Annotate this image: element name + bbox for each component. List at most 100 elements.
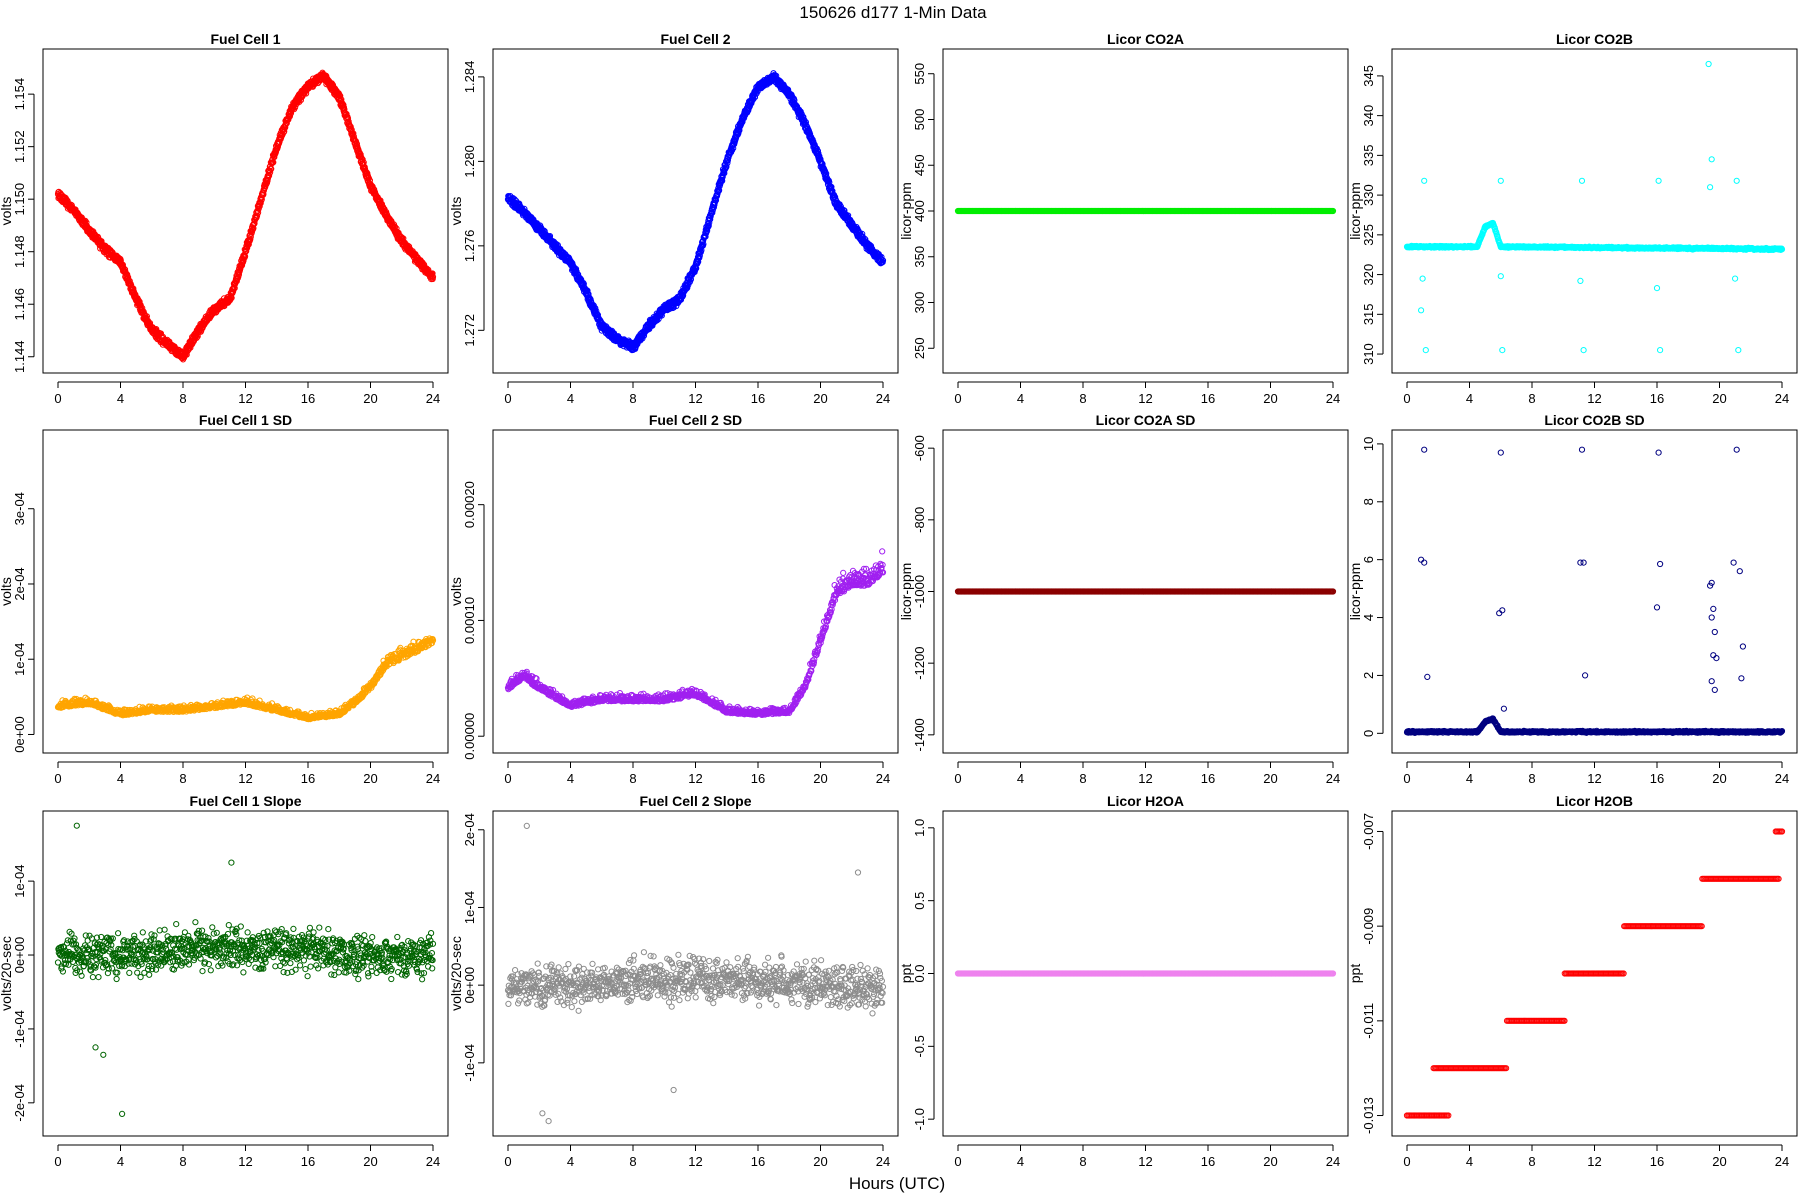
chart0-point — [83, 219, 90, 226]
panel-0: Fuel Cell 10 4 8 12 16 20 241.1441.1461.1481.1… — [0, 31, 449, 406]
chart0-point — [237, 265, 244, 272]
panel-title: Fuel Cell 1 — [210, 31, 280, 47]
chart0-point — [256, 203, 263, 210]
x-tick-label: 0 — [54, 391, 61, 406]
y-tick-label: 320 — [1361, 264, 1376, 286]
y-tick-label: 1.148 — [12, 235, 27, 268]
panel-4: Fuel Cell 1 SD0 4 8 12 16 20 240e+001e-042e-04… — [0, 412, 449, 786]
chart3-outlier — [1735, 347, 1742, 354]
chart3-outlier — [1497, 273, 1504, 280]
x-tick-label: 20 — [813, 391, 827, 406]
x-tick-label: 0 — [1403, 391, 1410, 406]
y-tick-label: 330 — [1361, 184, 1376, 206]
x-tick-label: 24 — [426, 391, 440, 406]
x-axis: 0 4 8 12 16 20 24 — [504, 381, 890, 406]
x-axis: 0 4 8 12 16 20 24 — [954, 381, 1340, 406]
chart3-outlier — [1653, 285, 1661, 292]
x-tick-label: 20 — [1712, 391, 1726, 406]
chart3-outlier — [1708, 156, 1715, 163]
y-tick-label: 1.154 — [12, 78, 27, 111]
x-tick-label: 20 — [1263, 391, 1277, 406]
panel-title: Fuel Cell 1 SD — [199, 412, 292, 428]
chart3-outlier — [1732, 275, 1739, 282]
y-tick-label: 550 — [912, 63, 927, 85]
x-tick-label: 24 — [1775, 391, 1789, 406]
x-tick-label: 4 — [117, 391, 124, 406]
chart0-point — [193, 334, 200, 341]
y-tick-label: 500 — [912, 109, 927, 131]
y-axis-label: licor-ppm — [1347, 182, 1363, 240]
x-tick-label: 12 — [688, 391, 702, 406]
y-tick-label: 310 — [1361, 343, 1376, 365]
y-tick-label: 340 — [1361, 105, 1376, 127]
y-tick-label: 315 — [1361, 303, 1376, 325]
chart0-point — [242, 248, 249, 255]
chart0-point — [272, 149, 279, 156]
chart3-outlier — [1422, 347, 1429, 354]
chart3-outlier — [1497, 177, 1504, 184]
panel-title: Licor CO2B — [1556, 31, 1633, 47]
points — [54, 69, 437, 363]
chart0-point — [267, 169, 274, 176]
chart0-point — [297, 97, 304, 104]
y-tick-label: 1.280 — [462, 145, 477, 178]
y-tick-label: 1.150 — [12, 183, 27, 216]
x-tick-label: 4 — [567, 391, 574, 406]
chart0-point — [235, 271, 242, 278]
x-axis: 0 4 8 12 16 20 24 — [54, 381, 440, 406]
chart3-outlier — [1418, 307, 1425, 314]
chart3-outlier — [1577, 277, 1584, 284]
chart0-point — [260, 191, 267, 198]
x-tick-label: 4 — [1017, 391, 1024, 406]
y-tick-label: 1.272 — [462, 314, 477, 347]
y-tick-label: 400 — [912, 200, 927, 222]
y-tick-label: 250 — [912, 337, 927, 359]
chart3-outlier — [1578, 177, 1586, 184]
chart3-outlier — [1657, 347, 1664, 354]
y-axis-label: licor-ppm — [898, 182, 914, 240]
x-tick-label: 24 — [426, 771, 440, 786]
chart0-point — [337, 92, 344, 100]
y-tick-label: 350 — [912, 246, 927, 268]
points — [504, 70, 887, 354]
x-tick-label: 24 — [1326, 391, 1340, 406]
chart3-outlier — [1419, 275, 1426, 282]
x-tick-label: 8 — [1528, 391, 1535, 406]
chart3-outlier — [1707, 184, 1714, 191]
chart3-outlier — [1580, 347, 1587, 354]
y-tick-label: 3e-04 — [12, 492, 27, 525]
x-tick-label: 16 — [301, 771, 315, 786]
chart3-outlier — [1499, 347, 1506, 354]
chart3-outlier — [1421, 177, 1428, 184]
plot-frame — [1391, 48, 1798, 374]
chart0-point — [286, 113, 293, 120]
x-tick-label: 12 — [238, 391, 252, 406]
figure-title: 150626 d177 1-Min Data — [799, 3, 987, 22]
panel-1: Fuel Cell 20 4 8 12 16 20 241.2721.2761.2801.2… — [448, 31, 899, 406]
chart3-outlier — [1655, 177, 1662, 184]
y-axis-label: volts — [0, 577, 14, 606]
chart3-outlier — [1733, 177, 1740, 184]
x-tick-label: 0 — [954, 391, 961, 406]
y-tick-label: 1.146 — [12, 288, 27, 321]
chart0-point — [260, 187, 267, 194]
x-tick-label: 12 — [1138, 391, 1152, 406]
x-tick-label: 0 — [54, 771, 61, 786]
y-tick-label: 325 — [1361, 224, 1376, 246]
chart3-outlier — [1705, 60, 1712, 68]
x-tick-label: 0 — [504, 391, 511, 406]
points — [1403, 60, 1786, 354]
points — [54, 635, 437, 723]
x-axis: 0 4 8 12 16 20 24 — [54, 761, 440, 786]
panel-title: Fuel Cell 2 — [660, 31, 730, 47]
y-tick-label: 1.284 — [462, 61, 477, 94]
y-tick-label: 335 — [1361, 145, 1376, 167]
x-tick-label: 8 — [629, 391, 636, 406]
x-tick-label: 8 — [1079, 391, 1086, 406]
chart0-point — [257, 200, 264, 207]
panel-title: Licor CO2A — [1107, 31, 1184, 47]
